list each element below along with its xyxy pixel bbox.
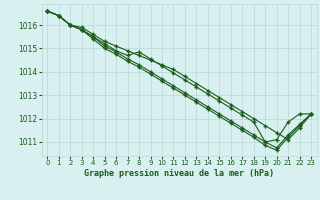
X-axis label: Graphe pression niveau de la mer (hPa): Graphe pression niveau de la mer (hPa): [84, 169, 274, 178]
